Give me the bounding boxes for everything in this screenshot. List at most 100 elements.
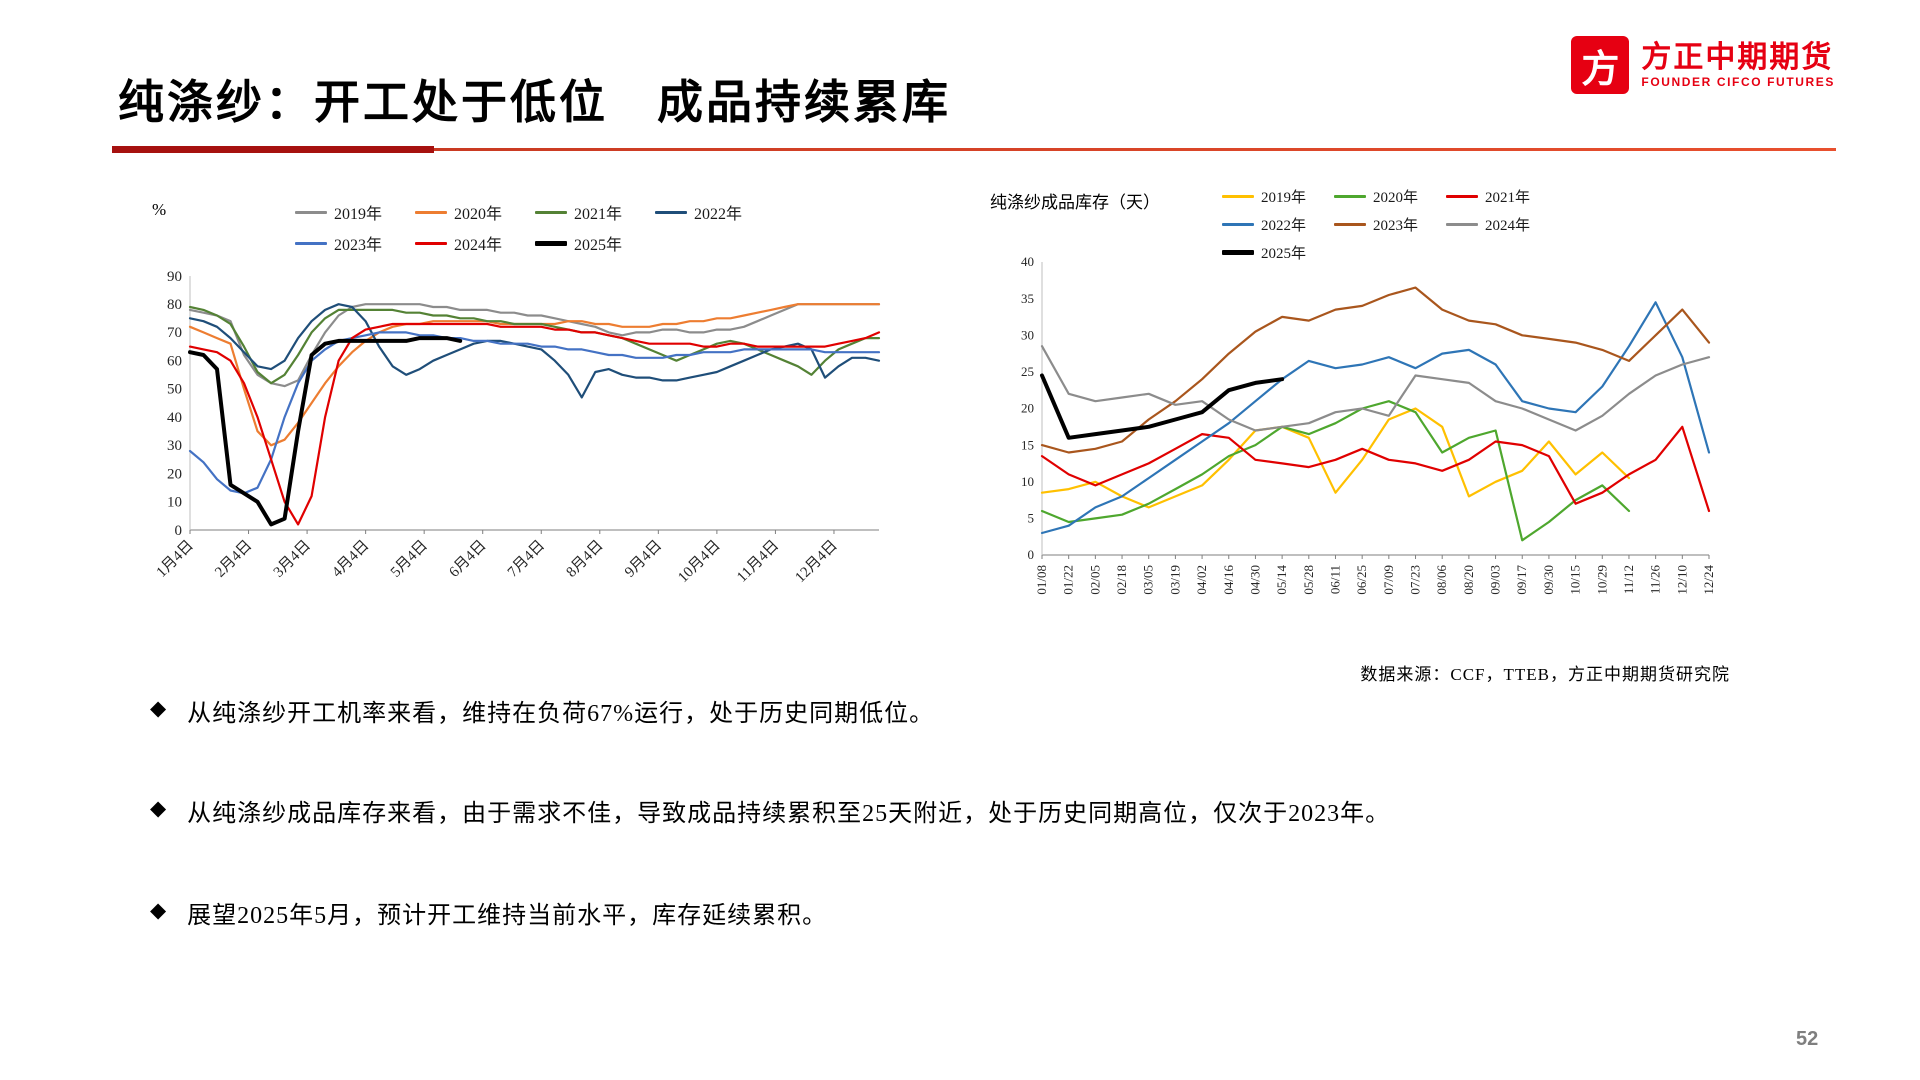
svg-text:02/18: 02/18 (1114, 565, 1129, 595)
svg-text:03/05: 03/05 (1141, 565, 1156, 595)
legend-label: 2021年 (1485, 190, 1531, 206)
svg-text:11/12: 11/12 (1621, 565, 1636, 594)
svg-text:12/24: 12/24 (1701, 565, 1716, 595)
svg-text:2月4日: 2月4日 (212, 538, 255, 581)
svg-text:07/09: 07/09 (1381, 565, 1396, 595)
svg-text:05/14: 05/14 (1274, 565, 1289, 595)
legend-swatch (295, 210, 327, 214)
legend-label: 2022年 (1261, 218, 1307, 234)
legend-label: 2019年 (334, 206, 383, 223)
legend-item: 2023年 (295, 231, 415, 255)
svg-text:8月4日: 8月4日 (563, 538, 606, 581)
operating-rate-chart: 0 10 20 30 40 50 60 70 80 90 1月4日 2月4日 3月4日 4月4日 5月4日 6… (154, 269, 881, 586)
svg-text:06/11: 06/11 (1327, 565, 1342, 594)
svg-text:50: 50 (167, 382, 182, 398)
bullet-text: 从纯涤纱开工机率来看，维持在负荷67%运行，处于历史同期低位。 (187, 701, 935, 727)
svg-text:5月4日: 5月4日 (388, 538, 431, 581)
logo-text: 方正中期期货 FOUNDER CIFCO FUTURES (1641, 41, 1835, 90)
legend-item: 2021年 (535, 200, 655, 224)
legend-item: 2022年 (655, 200, 775, 224)
svg-text:11月4日: 11月4日 (734, 538, 782, 586)
svg-text:08/20: 08/20 (1461, 565, 1476, 595)
legend-item: 2020年 (1334, 186, 1446, 207)
svg-text:5: 5 (1028, 511, 1035, 526)
svg-text:3月4日: 3月4日 (271, 538, 314, 581)
company-logo: 方 方正中期期货 FOUNDER CIFCO FUTURES (1571, 36, 1835, 94)
legend-row: 2025年 (1222, 242, 1558, 263)
legend-item: 2020年 (415, 200, 535, 224)
data-source-note: 数据来源：CCF，TTEB，方正中期期货研究院 (1360, 665, 1730, 684)
legend-item: 2019年 (1222, 186, 1334, 207)
svg-text:6月4日: 6月4日 (446, 538, 489, 581)
bullet-item: ◆ 从纯涤纱成品库存来看，由于需求不佳，导致成品持续累积至25天附近，处于历史同… (150, 793, 1390, 828)
bullet-item: ◆ 从纯涤纱开工机率来看，维持在负荷67%运行，处于历史同期低位。 (150, 693, 934, 728)
svg-text:10月4日: 10月4日 (675, 538, 723, 586)
svg-text:04/30: 04/30 (1247, 565, 1262, 595)
legend-swatch (1446, 223, 1478, 226)
svg-text:05/28: 05/28 (1301, 565, 1316, 595)
svg-text:20: 20 (167, 466, 182, 482)
svg-text:1月4日: 1月4日 (154, 538, 197, 581)
brand-name-en: FOUNDER CIFCO FUTURES (1641, 75, 1835, 90)
legend-row: 2019年 2020年 2021年 (1222, 186, 1558, 207)
bullet-diamond-icon: ◆ (150, 696, 168, 720)
svg-text:0: 0 (175, 523, 183, 539)
title-underline-light (434, 148, 1836, 151)
legend-row: 2022年 2023年 2024年 (1222, 214, 1558, 235)
legend-swatch (1334, 223, 1366, 226)
svg-text:35: 35 (1021, 291, 1034, 306)
page-number: 52 (1796, 1028, 1819, 1050)
right-chart-title: 纯涤纱成品库存（天） (990, 193, 1160, 212)
legend-item: 2019年 (295, 200, 415, 224)
svg-text:03/19: 03/19 (1167, 565, 1182, 595)
left-chart-legend: 2019年 2020年 2021年 2022年 2023年 2024年 2025年 (295, 200, 775, 262)
svg-text:04/02: 04/02 (1194, 565, 1209, 595)
svg-text:12月4日: 12月4日 (792, 538, 840, 586)
legend-swatch (1334, 195, 1366, 198)
legend-item: 2025年 (535, 231, 655, 255)
svg-text:15: 15 (1021, 437, 1034, 452)
svg-text:80: 80 (167, 297, 182, 313)
svg-text:09/17: 09/17 (1514, 565, 1529, 595)
legend-label: 2019年 (1261, 190, 1307, 206)
left-chart-unit-label: % (152, 200, 167, 219)
svg-text:08/06: 08/06 (1434, 565, 1449, 595)
logo-mark-icon: 方 (1571, 36, 1630, 94)
svg-text:30: 30 (1021, 327, 1034, 342)
legend-item: 2024年 (1446, 214, 1558, 235)
svg-text:20: 20 (1021, 401, 1034, 416)
right-chart-legend: 2019年 2020年 2021年 2022年 2023年 2024年 2025年 (1222, 186, 1558, 270)
svg-text:01/08: 01/08 (1034, 565, 1049, 595)
svg-text:10: 10 (167, 495, 182, 511)
svg-text:10/29: 10/29 (1594, 565, 1609, 595)
legend-swatch (535, 210, 567, 214)
bullet-text: 展望2025年5月，预计开工维持当前水平，库存延续累积。 (187, 903, 828, 929)
legend-swatch (535, 240, 567, 246)
legend-swatch (1222, 223, 1254, 226)
legend-label: 2020年 (1373, 190, 1419, 206)
legend-item: 2023年 (1334, 214, 1446, 235)
svg-text:07/23: 07/23 (1408, 565, 1423, 595)
bullet-text: 从纯涤纱成品库存来看，由于需求不佳，导致成品持续累积至25天附近，处于历史同期高… (187, 801, 1391, 827)
svg-text:04/16: 04/16 (1221, 565, 1236, 595)
legend-label: 2022年 (694, 206, 743, 223)
bullet-diamond-icon: ◆ (150, 898, 168, 922)
svg-text:10: 10 (1021, 474, 1034, 489)
legend-swatch (1222, 250, 1254, 255)
legend-label: 2021年 (574, 206, 623, 223)
legend-swatch (1222, 195, 1254, 198)
legend-item: 2021年 (1446, 186, 1558, 207)
legend-swatch (655, 210, 687, 214)
svg-text:06/25: 06/25 (1354, 565, 1369, 595)
svg-text:40: 40 (167, 410, 182, 426)
legend-label: 2020年 (454, 206, 503, 223)
svg-text:02/05: 02/05 (1087, 565, 1102, 595)
svg-text:0: 0 (1028, 547, 1035, 562)
svg-text:4月4日: 4月4日 (329, 538, 372, 581)
legend-label: 2025年 (1261, 246, 1307, 262)
svg-text:60: 60 (167, 353, 182, 369)
svg-text:10/15: 10/15 (1568, 565, 1583, 595)
svg-text:70: 70 (167, 325, 182, 341)
svg-text:11/26: 11/26 (1648, 565, 1663, 595)
legend-swatch (415, 241, 447, 245)
